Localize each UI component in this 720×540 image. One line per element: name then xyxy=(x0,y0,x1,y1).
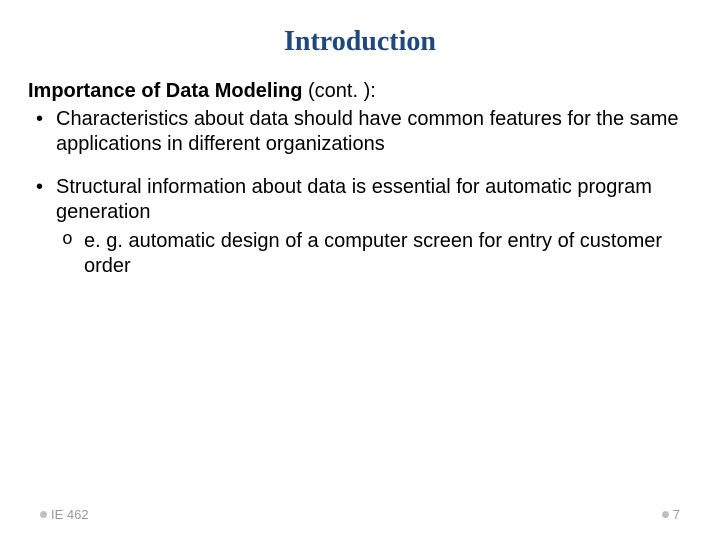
sub-list: e. g. automatic design of a computer scr… xyxy=(56,229,692,279)
footer-bullet-icon xyxy=(662,511,669,518)
footer-right: 7 xyxy=(662,507,680,522)
sub-list-item: e. g. automatic design of a computer scr… xyxy=(56,229,692,279)
page-number: 7 xyxy=(673,507,680,522)
footer-bullet-icon xyxy=(40,511,47,518)
bullet-text: Structural information about data is ess… xyxy=(56,176,652,223)
list-item: Characteristics about data should have c… xyxy=(28,107,692,157)
bullet-list: Characteristics about data should have c… xyxy=(28,107,692,279)
sub-heading-rest: (cont. ): xyxy=(302,80,375,102)
sub-bullet-text: e. g. automatic design of a computer scr… xyxy=(84,230,662,277)
slide-title: Introduction xyxy=(28,26,692,58)
sub-heading-bold: Importance of Data Modeling xyxy=(28,80,302,102)
list-item: Structural information about data is ess… xyxy=(28,175,692,279)
slide-container: Introduction Importance of Data Modeling… xyxy=(0,0,720,540)
course-code: IE 462 xyxy=(51,507,89,522)
bullet-text: Characteristics about data should have c… xyxy=(56,108,679,155)
footer-left: IE 462 xyxy=(40,507,89,522)
sub-heading: Importance of Data Modeling (cont. ): xyxy=(28,80,692,103)
slide-footer: IE 462 7 xyxy=(40,507,680,522)
